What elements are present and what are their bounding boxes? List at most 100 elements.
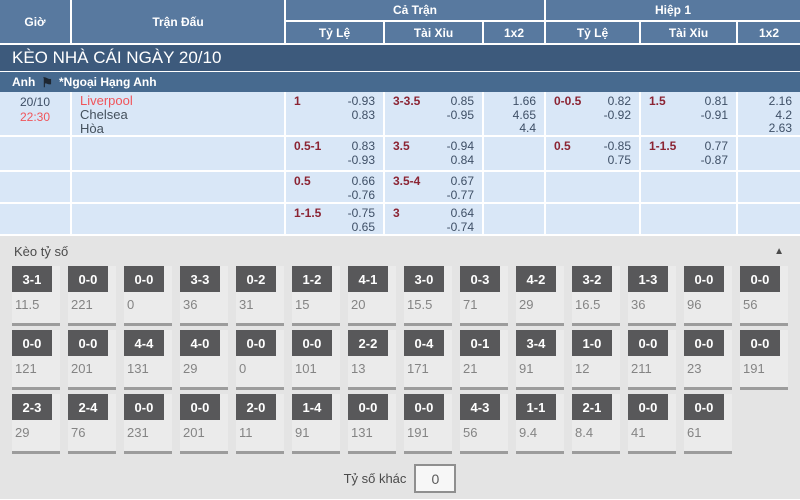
score-box: 0-0 — [124, 394, 164, 420]
first-half-over-under-cell — [641, 204, 738, 236]
subcol-header-ft-handicap: Tỷ Lệ — [286, 22, 385, 45]
score-odds: 20 — [351, 297, 366, 312]
full-time-over-under-cell[interactable]: 3 0.64 -0.74 — [385, 204, 484, 236]
score-box: 0-0 — [68, 266, 108, 292]
odds-value: -0.94 — [446, 139, 474, 153]
score-cell[interactable]: 2-0 11 — [236, 394, 284, 454]
full-time-handicap-cell[interactable]: 0.5 0.66 -0.76 — [286, 172, 385, 204]
score-cell[interactable]: 0-2 31 — [236, 266, 284, 326]
odds-value: 0.81 — [704, 94, 728, 108]
odds-value: 2.63 — [768, 121, 792, 135]
score-cell[interactable]: 0-0 61 — [684, 394, 732, 454]
score-odds: 31 — [239, 297, 254, 312]
first-half-1x2-cell — [738, 137, 800, 172]
score-cell[interactable]: 2-3 29 — [12, 394, 60, 454]
score-cell[interactable]: 2-1 8.4 — [572, 394, 620, 454]
score-cell[interactable]: 0-0 96 — [684, 266, 732, 326]
score-cell[interactable]: 2-4 76 — [68, 394, 116, 454]
score-cell[interactable]: 1-0 12 — [572, 330, 620, 390]
score-odds: 171 — [407, 361, 429, 376]
score-odds: 0 — [127, 297, 135, 312]
score-cell[interactable]: 0-0 191 — [404, 394, 452, 454]
full-time-handicap-cell[interactable]: 1 -0.93 0.83 — [286, 92, 385, 137]
chevron-up-icon[interactable]: ▲ — [774, 245, 784, 257]
score-box: 3-3 — [180, 266, 220, 292]
score-cell[interactable]: 4-3 56 — [460, 394, 508, 454]
score-cell[interactable]: 1-2 15 — [292, 266, 340, 326]
score-cell[interactable]: 0-0 56 — [740, 266, 788, 326]
score-cell[interactable]: 0-4 171 — [404, 330, 452, 390]
full-time-handicap-cell[interactable]: 0.5-1 0.83 -0.93 — [286, 137, 385, 172]
score-odds: 56 — [463, 425, 478, 440]
score-cell[interactable]: 0-0 211 — [628, 330, 676, 390]
score-box: 0-0 — [404, 394, 444, 420]
score-cell[interactable]: 0-0 121 — [12, 330, 60, 390]
score-cell[interactable]: 0-0 201 — [180, 394, 228, 454]
odds-value: 0.75 — [607, 152, 631, 167]
score-cell[interactable]: 0-0 0 — [236, 330, 284, 390]
score-cell[interactable]: 0-0 101 — [292, 330, 340, 390]
score-box: 2-4 — [68, 394, 108, 420]
handicap-line: 1-1.5 — [294, 206, 322, 220]
odds-value: 0.77 — [704, 139, 728, 153]
full-time-over-under-cell[interactable]: 3.5 -0.94 0.84 — [385, 137, 484, 172]
score-odds: 23 — [687, 361, 702, 376]
score-box: 3-4 — [516, 330, 556, 356]
score-cell[interactable]: 0-0 201 — [68, 330, 116, 390]
score-odds: 201 — [183, 425, 205, 440]
score-cell[interactable]: 3-3 36 — [180, 266, 228, 326]
score-cell[interactable]: 1-3 36 — [628, 266, 676, 326]
full-time-over-under-cell[interactable]: 3-3.5 0.85 -0.95 — [385, 92, 484, 137]
score-cell[interactable]: 3-2 16.5 — [572, 266, 620, 326]
score-cell[interactable]: 4-1 20 — [348, 266, 396, 326]
score-box: 0-0 — [68, 330, 108, 356]
score-cell[interactable]: 0-0 221 — [68, 266, 116, 326]
full-time-1x2-cell — [484, 172, 546, 204]
score-box: 0-0 — [628, 394, 668, 420]
first-half-handicap-cell[interactable]: 0-0.5 0.82 -0.92 — [546, 92, 641, 137]
score-cell[interactable]: 3-4 91 — [516, 330, 564, 390]
score-cell[interactable]: 0-0 23 — [684, 330, 732, 390]
full-time-1x2-cell[interactable]: 1.66 4.65 4.4 — [484, 92, 546, 137]
score-cell[interactable]: 0-0 41 — [628, 394, 676, 454]
score-cell[interactable]: 1-1 9.4 — [516, 394, 564, 454]
first-half-1x2-cell[interactable]: 2.16 4.2 2.63 — [738, 92, 800, 137]
score-box: 0-0 — [124, 266, 164, 292]
score-cell[interactable]: 0-3 71 — [460, 266, 508, 326]
score-box: 0-0 — [740, 266, 780, 292]
odds-stack: 1.66 4.65 4.4 — [512, 94, 536, 135]
score-cell[interactable]: 1-4 91 — [292, 394, 340, 454]
first-half-handicap-cell[interactable]: 0.5 -0.85 0.75 — [546, 137, 641, 172]
odds-value: 4.65 — [512, 107, 536, 122]
score-odds: 96 — [687, 297, 702, 312]
score-section-title: Kèo tỷ số — [14, 244, 69, 259]
score-box: 1-2 — [292, 266, 332, 292]
score-cell[interactable]: 0-0 231 — [124, 394, 172, 454]
score-cell[interactable]: 0-0 131 — [348, 394, 396, 454]
handicap-line: 3-3.5 — [393, 94, 421, 108]
score-odds: 9.4 — [519, 425, 538, 440]
score-grid: 3-1 11.5 0-0 221 0-0 0 3-3 36 0-2 31 1-2 15 4-1 20 3-0… — [12, 266, 788, 454]
other-score-input[interactable] — [414, 464, 457, 493]
odds-stack: -0.75 0.65 — [348, 206, 375, 234]
score-cell[interactable]: 0-0 191 — [740, 330, 788, 390]
score-box: 2-0 — [236, 394, 276, 420]
full-time-over-under-cell[interactable]: 3.5-4 0.67 -0.77 — [385, 172, 484, 204]
score-cell[interactable]: 2-2 13 — [348, 330, 396, 390]
score-cell[interactable]: 4-2 29 — [516, 266, 564, 326]
flag-icon: ⚑ — [41, 74, 53, 90]
first-half-handicap-cell — [546, 172, 641, 204]
col-header-first-half: Hiệp 1 — [546, 0, 800, 22]
first-half-over-under-cell[interactable]: 1-1.5 0.77 -0.87 — [641, 137, 738, 172]
score-cell[interactable]: 0-1 21 — [460, 330, 508, 390]
score-cell[interactable]: 4-0 29 — [180, 330, 228, 390]
score-cell[interactable]: 4-4 131 — [124, 330, 172, 390]
full-time-handicap-cell[interactable]: 1-1.5 -0.75 0.65 — [286, 204, 385, 236]
odds-stack: 0.81 -0.91 — [701, 94, 728, 122]
score-odds: 121 — [15, 361, 37, 376]
subcol-header-ft-over-under: Tài Xỉu — [385, 22, 484, 45]
score-cell[interactable]: 0-0 0 — [124, 266, 172, 326]
score-cell[interactable]: 3-0 15.5 — [404, 266, 452, 326]
score-cell[interactable]: 3-1 11.5 — [12, 266, 60, 326]
first-half-over-under-cell[interactable]: 1.5 0.81 -0.91 — [641, 92, 738, 137]
